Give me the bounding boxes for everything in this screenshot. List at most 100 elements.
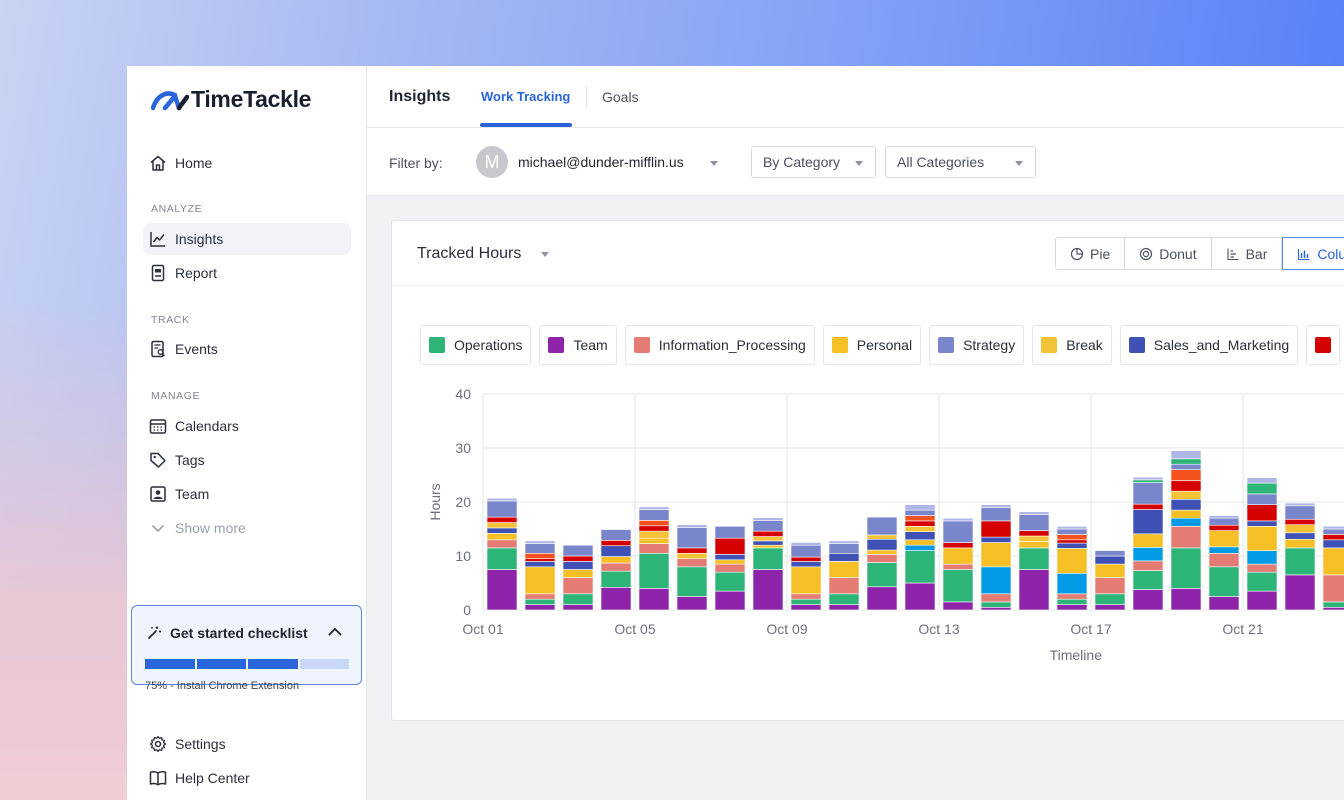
sidebar-item-calendars[interactable]: Calendars xyxy=(143,410,351,442)
legend-item[interactable]: Operations xyxy=(420,325,532,365)
categories-select[interactable]: All Categories xyxy=(885,146,1036,178)
bar-segment xyxy=(486,527,518,534)
bar-segment xyxy=(942,517,974,522)
bar-segment xyxy=(714,537,746,555)
bar-segment xyxy=(790,593,822,600)
bar-segment xyxy=(1056,593,1088,600)
sidebar-item-settings[interactable]: Settings xyxy=(143,728,351,760)
bar-segment xyxy=(1056,542,1088,549)
bar-segment xyxy=(1132,547,1164,562)
donut-icon xyxy=(1140,247,1153,260)
card-title[interactable]: Tracked Hours xyxy=(417,245,522,262)
x-tick-label: Oct 05 xyxy=(614,621,655,637)
x-tick-label: Oct 17 xyxy=(1070,621,1111,637)
legend-item[interactable]: Team xyxy=(539,325,617,365)
bar-segment xyxy=(980,607,1012,611)
legend-item[interactable]: Information_Processing xyxy=(624,325,815,365)
user-filter-value[interactable]: michael@dunder-mifflin.us xyxy=(518,154,684,170)
group-by-select[interactable]: By Category xyxy=(751,146,876,178)
bar-segment xyxy=(714,571,746,592)
filter-bar: Filter by: M michael@dunder-mifflin.us B… xyxy=(367,128,1344,196)
bar-segment xyxy=(600,562,632,572)
bar-segment xyxy=(1170,490,1202,500)
bar-segment xyxy=(828,593,860,605)
legend-label: Operations xyxy=(454,337,523,353)
chart-type-column-button[interactable]: Colu xyxy=(1282,237,1344,270)
bar-segment xyxy=(1284,538,1316,549)
bar-segment xyxy=(790,598,822,605)
sidebar-item-help-center[interactable]: Help Center xyxy=(143,762,351,794)
bar-segment xyxy=(866,534,898,540)
bar-segment xyxy=(600,570,632,588)
bar-segment xyxy=(866,554,898,563)
caret-down-icon[interactable] xyxy=(710,161,718,166)
bar-segment xyxy=(638,506,670,510)
bar-segment xyxy=(866,538,898,551)
bar-segment xyxy=(1132,509,1164,535)
legend-item-overflow[interactable] xyxy=(1306,325,1341,365)
bar-segment xyxy=(1056,604,1088,611)
chart-line-icon xyxy=(150,232,165,247)
bar-segment xyxy=(1094,563,1126,578)
gear-icon xyxy=(149,735,167,753)
bar-segment xyxy=(1322,547,1344,576)
bar-segment xyxy=(1094,593,1126,605)
chart-type-donut-button[interactable]: Donut xyxy=(1125,238,1212,269)
legend-item[interactable]: Strategy xyxy=(929,325,1025,365)
legend-item[interactable]: Sales_and_Marketing xyxy=(1119,325,1299,365)
bar-segment xyxy=(486,500,518,518)
bar-segment xyxy=(828,604,860,611)
sidebar-item-tags[interactable]: Tags xyxy=(143,444,351,476)
bar-segment xyxy=(1132,533,1164,548)
chevron-up-icon[interactable] xyxy=(327,626,343,638)
legend-item[interactable]: Personal xyxy=(822,325,922,365)
bar-segment xyxy=(1284,505,1316,520)
bar-segment xyxy=(752,544,784,549)
bar-segment xyxy=(752,540,784,546)
group-by-value: By Category xyxy=(763,154,841,170)
chart-type-pie-button[interactable]: Pie xyxy=(1056,238,1126,269)
sidebar-item-insights[interactable]: Insights xyxy=(143,223,351,255)
progress-segment xyxy=(145,659,195,669)
sidebar-item-events[interactable]: Events xyxy=(143,333,351,365)
bar-segment xyxy=(1246,482,1278,495)
bar-segment xyxy=(486,569,518,611)
sidebar-show-more[interactable]: Show more xyxy=(143,512,351,544)
tag-icon xyxy=(150,452,166,468)
bar-segment xyxy=(1094,555,1126,565)
chart-legend: Operations Team Information_Processing Pers… xyxy=(420,325,1341,365)
tab-work-tracking[interactable]: Work Tracking xyxy=(481,89,571,104)
bar-segment xyxy=(942,601,974,611)
tab-goals[interactable]: Goals xyxy=(602,89,639,105)
bar-segment xyxy=(1284,502,1316,507)
bar-segment xyxy=(752,547,784,570)
bar-segment xyxy=(1208,596,1240,611)
avatar[interactable]: M xyxy=(476,146,508,178)
sidebar-item-label: Calendars xyxy=(175,418,239,434)
sidebar-item-report[interactable]: Report xyxy=(143,257,351,289)
app-logo[interactable]: TimeTackle xyxy=(151,86,311,113)
y-axis-title: Hours xyxy=(427,483,443,520)
legend-item[interactable]: Break xyxy=(1032,325,1112,365)
bar-segment xyxy=(562,604,594,611)
sidebar-item-home[interactable]: Home xyxy=(143,147,351,179)
progress-segment xyxy=(248,659,298,669)
caret-down-icon[interactable] xyxy=(541,252,549,257)
bar-segment xyxy=(1170,526,1202,549)
bar-segment xyxy=(1322,601,1344,608)
bar-segment xyxy=(676,566,708,597)
pie-icon xyxy=(1070,247,1084,260)
bar-segment xyxy=(524,593,556,600)
get-started-checklist[interactable]: Get started checklist 75% - Install Chro… xyxy=(131,605,362,692)
sidebar-item-label: Tags xyxy=(175,452,205,468)
x-tick-label: Oct 21 xyxy=(1222,621,1263,637)
bar-segment xyxy=(714,559,746,565)
bar-segment xyxy=(524,566,556,595)
bar-segment xyxy=(600,529,632,541)
page-title: Insights xyxy=(389,88,451,105)
bar-segment xyxy=(638,520,670,527)
sidebar-item-team[interactable]: Team xyxy=(143,478,351,510)
bar-segment xyxy=(1170,509,1202,519)
chart-type-bar-button[interactable]: Bar xyxy=(1211,238,1283,269)
bar-segment xyxy=(1132,560,1164,571)
